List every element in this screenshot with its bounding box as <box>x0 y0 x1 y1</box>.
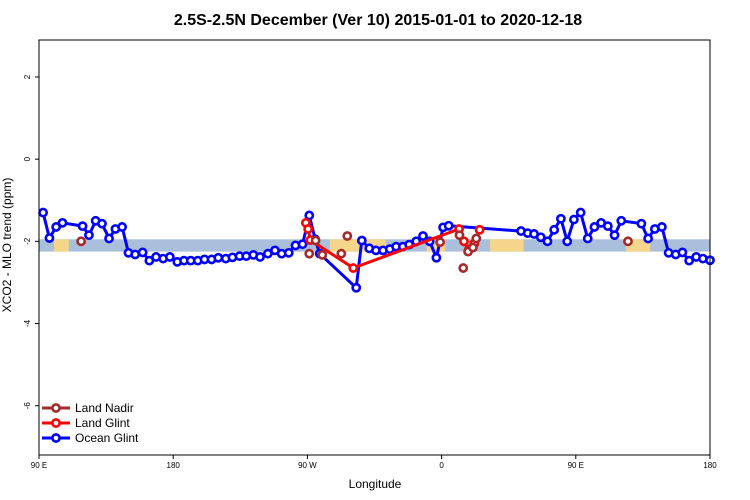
data-point <box>104 233 114 244</box>
data-point <box>555 213 566 224</box>
legend-marker <box>51 418 61 428</box>
y-axis-label: XCO2 - MLO trend (ppm) <box>0 178 14 313</box>
data-point <box>474 224 485 235</box>
x-axis-label: Longitude <box>349 477 402 491</box>
y-tick-label: -6 <box>23 402 32 410</box>
data-point <box>575 207 586 218</box>
legend-label: Ocean Glint <box>75 431 139 445</box>
data-point <box>471 233 482 244</box>
data-point <box>76 236 87 247</box>
data-point <box>623 236 633 247</box>
data-point <box>342 231 353 241</box>
legend-marker <box>51 433 61 443</box>
x-axis: 90 E 180 90 W 0 90 E 180 <box>31 455 717 470</box>
data-point <box>255 252 265 262</box>
x-tick-label: 180 <box>167 461 181 470</box>
data-point <box>549 224 560 235</box>
data-point <box>317 249 328 260</box>
data-point <box>582 233 593 244</box>
data-point <box>38 207 49 218</box>
data-point <box>418 231 428 241</box>
y-tick-label: -2 <box>23 237 32 245</box>
legend-item: Ocean Glint <box>42 431 139 445</box>
data-point <box>602 221 613 232</box>
data-point <box>609 230 620 241</box>
series-layer <box>38 207 715 293</box>
series-ocean-glint <box>38 207 715 293</box>
x-tick-label: 90 E <box>568 461 584 470</box>
data-point <box>303 224 314 234</box>
y-tick-label: 0 <box>23 156 32 161</box>
legend-label: Land Glint <box>75 416 130 430</box>
data-point <box>677 247 688 258</box>
data-point <box>336 248 347 259</box>
data-point <box>459 236 469 247</box>
data-point <box>684 255 695 266</box>
data-point <box>468 242 478 253</box>
data-point <box>130 249 141 260</box>
legend-label: Land Nadir <box>75 401 134 415</box>
data-point <box>657 222 667 232</box>
x-tick-label: 180 <box>703 461 717 470</box>
data-point <box>84 230 94 241</box>
data-point <box>458 263 469 273</box>
data-point <box>51 222 62 232</box>
data-point <box>569 214 579 225</box>
data-point <box>443 220 454 231</box>
data-point <box>77 221 88 232</box>
data-point <box>304 248 315 259</box>
legend-marker <box>51 403 61 413</box>
data-point <box>97 218 107 229</box>
data-point <box>454 230 465 241</box>
data-point <box>283 247 294 258</box>
data-point <box>348 263 359 273</box>
chart-title: 2.5S-2.5N December (Ver 10) 2015-01-01 t… <box>174 12 582 29</box>
land-segment <box>490 239 524 252</box>
x-tick-label: 90 W <box>298 461 317 470</box>
data-point <box>562 236 573 247</box>
y-tick-label: 2 <box>23 74 32 79</box>
legend-item: Land Glint <box>42 416 130 430</box>
land-segment <box>53 239 69 252</box>
data-point <box>44 233 55 243</box>
data-point <box>57 217 68 228</box>
data-point <box>137 247 148 258</box>
data-point <box>304 210 315 221</box>
data-point <box>164 252 175 262</box>
data-point <box>542 236 553 247</box>
data-point <box>589 222 600 232</box>
data-point <box>616 215 627 226</box>
x-tick-label: 0 <box>439 461 444 470</box>
plot-frame <box>38 39 711 456</box>
data-point <box>117 222 128 232</box>
legend-item: Land Nadir <box>42 401 134 415</box>
y-tick-label: -4 <box>23 319 32 327</box>
data-point <box>297 239 308 250</box>
data-point <box>213 252 224 263</box>
data-point <box>431 252 442 263</box>
series-land-nadir <box>76 230 633 273</box>
data-point <box>636 218 647 229</box>
data-point <box>310 235 321 246</box>
data-point <box>643 233 654 244</box>
data-point <box>535 232 546 243</box>
data-point <box>435 237 446 248</box>
x-tick-label: 90 E <box>31 461 47 470</box>
y-axis: -6 -4 -2 0 2 <box>23 74 39 409</box>
data-point <box>356 235 367 246</box>
data-point <box>351 282 362 293</box>
